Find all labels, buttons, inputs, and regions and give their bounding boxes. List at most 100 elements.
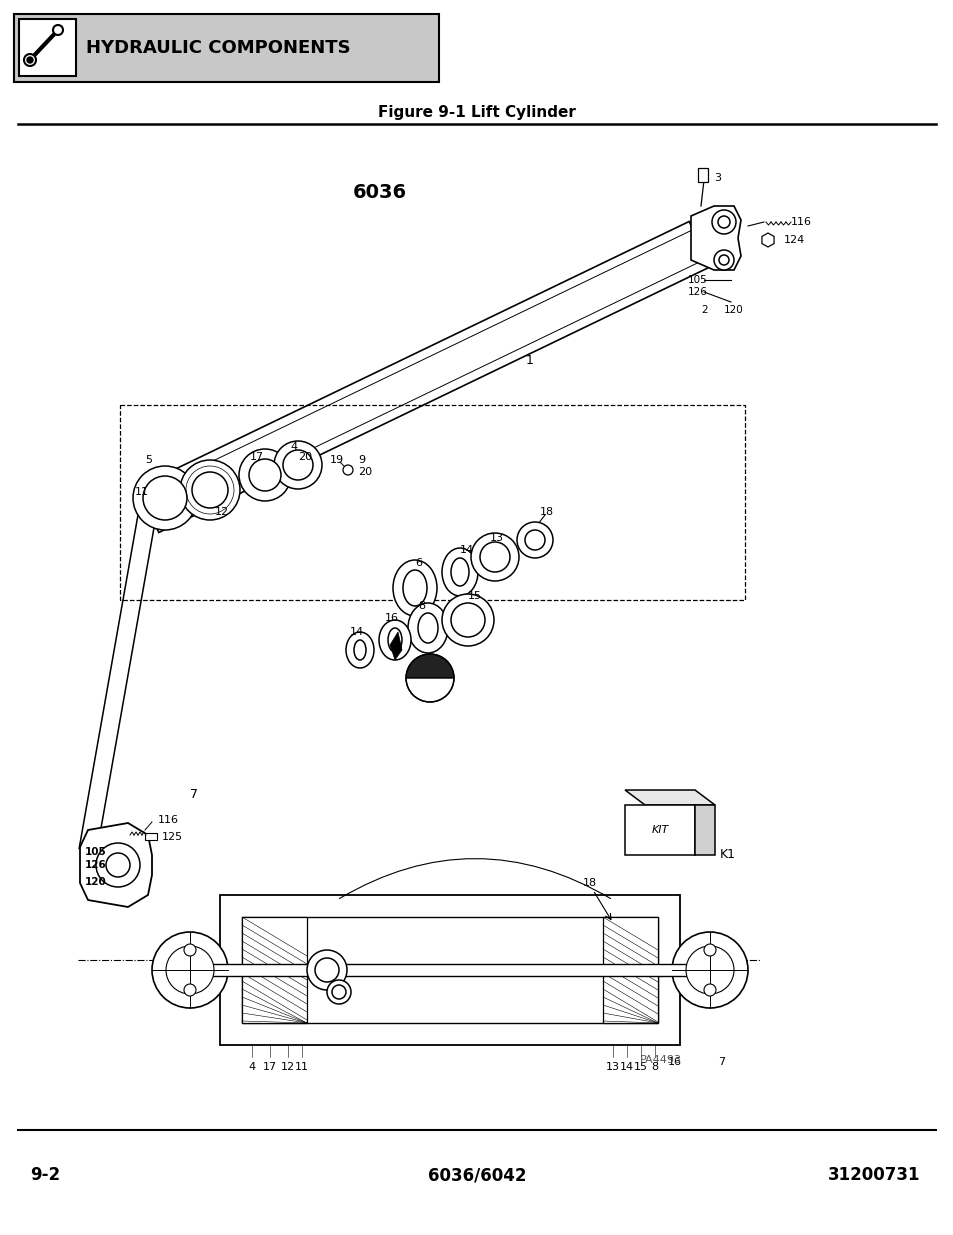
Circle shape bbox=[274, 441, 322, 489]
Bar bbox=[602, 918, 658, 1023]
Text: 4: 4 bbox=[290, 442, 296, 452]
Circle shape bbox=[703, 984, 716, 995]
Bar bbox=[19, 19, 76, 77]
Text: 15: 15 bbox=[634, 1062, 647, 1072]
Bar bbox=[145, 832, 157, 840]
Text: 12: 12 bbox=[280, 1062, 294, 1072]
Circle shape bbox=[441, 594, 494, 646]
Text: 116: 116 bbox=[158, 815, 179, 825]
Bar bbox=[170, 965, 729, 976]
Text: 13: 13 bbox=[605, 1062, 619, 1072]
Text: 15: 15 bbox=[468, 592, 481, 601]
Circle shape bbox=[343, 466, 353, 475]
Text: KIT: KIT bbox=[651, 825, 668, 835]
Bar bbox=[14, 14, 438, 82]
Text: 11: 11 bbox=[135, 487, 149, 496]
Ellipse shape bbox=[354, 640, 366, 659]
Text: PA4493: PA4493 bbox=[639, 1055, 681, 1065]
Circle shape bbox=[314, 958, 338, 982]
Circle shape bbox=[106, 853, 130, 877]
Bar bbox=[220, 895, 679, 1045]
Circle shape bbox=[711, 210, 735, 233]
Circle shape bbox=[479, 542, 510, 572]
Circle shape bbox=[180, 459, 240, 520]
Text: 14: 14 bbox=[350, 627, 364, 637]
Polygon shape bbox=[390, 632, 401, 659]
Text: 7: 7 bbox=[718, 1057, 724, 1067]
Text: 16: 16 bbox=[667, 1057, 681, 1067]
Bar bbox=[242, 918, 658, 1023]
Text: 14: 14 bbox=[619, 1062, 634, 1072]
Polygon shape bbox=[761, 233, 773, 247]
Circle shape bbox=[184, 984, 195, 995]
Circle shape bbox=[719, 254, 728, 266]
Circle shape bbox=[471, 534, 518, 580]
Text: 6036/6042: 6036/6042 bbox=[427, 1166, 526, 1184]
Circle shape bbox=[152, 932, 228, 1008]
Ellipse shape bbox=[451, 558, 469, 585]
Circle shape bbox=[332, 986, 346, 999]
Circle shape bbox=[184, 944, 195, 956]
Text: 7: 7 bbox=[190, 788, 198, 802]
Text: 120: 120 bbox=[85, 877, 107, 887]
Circle shape bbox=[713, 249, 733, 270]
Text: 11: 11 bbox=[294, 1062, 309, 1072]
Text: 116: 116 bbox=[790, 217, 811, 227]
Circle shape bbox=[451, 603, 484, 637]
Text: 125: 125 bbox=[162, 832, 183, 842]
Circle shape bbox=[96, 844, 140, 887]
Polygon shape bbox=[79, 509, 156, 852]
Ellipse shape bbox=[346, 632, 374, 668]
Text: 120: 120 bbox=[723, 305, 743, 315]
Circle shape bbox=[517, 522, 553, 558]
Text: K1: K1 bbox=[720, 848, 735, 862]
Text: 126: 126 bbox=[85, 860, 107, 869]
Text: 9-2: 9-2 bbox=[30, 1166, 60, 1184]
Polygon shape bbox=[137, 221, 710, 532]
Text: 17: 17 bbox=[263, 1062, 276, 1072]
Circle shape bbox=[283, 450, 313, 480]
Circle shape bbox=[132, 466, 196, 530]
Circle shape bbox=[239, 450, 291, 501]
Bar bbox=[120, 405, 744, 600]
Text: 6: 6 bbox=[415, 558, 421, 568]
Text: 17: 17 bbox=[250, 452, 264, 462]
Text: 18: 18 bbox=[539, 508, 554, 517]
Text: 16: 16 bbox=[385, 613, 398, 622]
Text: 14: 14 bbox=[459, 545, 474, 555]
Text: 19: 19 bbox=[330, 454, 344, 466]
Circle shape bbox=[703, 944, 716, 956]
Text: 126: 126 bbox=[687, 287, 707, 296]
Circle shape bbox=[685, 946, 733, 994]
Bar bbox=[624, 805, 695, 855]
Bar bbox=[242, 918, 307, 1023]
Polygon shape bbox=[624, 790, 714, 805]
Circle shape bbox=[192, 472, 228, 508]
Wedge shape bbox=[406, 655, 454, 678]
Text: 3: 3 bbox=[713, 173, 720, 183]
Text: 13: 13 bbox=[490, 534, 503, 543]
Text: 105: 105 bbox=[85, 847, 107, 857]
Circle shape bbox=[24, 54, 36, 65]
Circle shape bbox=[27, 57, 33, 63]
Text: 2: 2 bbox=[700, 305, 707, 315]
Text: 20: 20 bbox=[357, 467, 372, 477]
Text: 31200731: 31200731 bbox=[826, 1166, 919, 1184]
Text: 8: 8 bbox=[651, 1062, 658, 1072]
Circle shape bbox=[307, 950, 347, 990]
Wedge shape bbox=[406, 678, 454, 701]
Circle shape bbox=[249, 459, 281, 492]
Text: 4: 4 bbox=[248, 1062, 255, 1072]
Circle shape bbox=[53, 25, 63, 35]
Text: 105: 105 bbox=[687, 275, 707, 285]
Text: Figure 9-1 Lift Cylinder: Figure 9-1 Lift Cylinder bbox=[377, 105, 576, 120]
Text: 124: 124 bbox=[783, 235, 804, 245]
Circle shape bbox=[671, 932, 747, 1008]
Polygon shape bbox=[690, 206, 740, 270]
Text: 8: 8 bbox=[417, 601, 425, 611]
Ellipse shape bbox=[441, 548, 477, 597]
Ellipse shape bbox=[393, 559, 436, 616]
Polygon shape bbox=[80, 823, 152, 906]
Ellipse shape bbox=[417, 613, 437, 643]
Text: 1: 1 bbox=[525, 353, 534, 367]
